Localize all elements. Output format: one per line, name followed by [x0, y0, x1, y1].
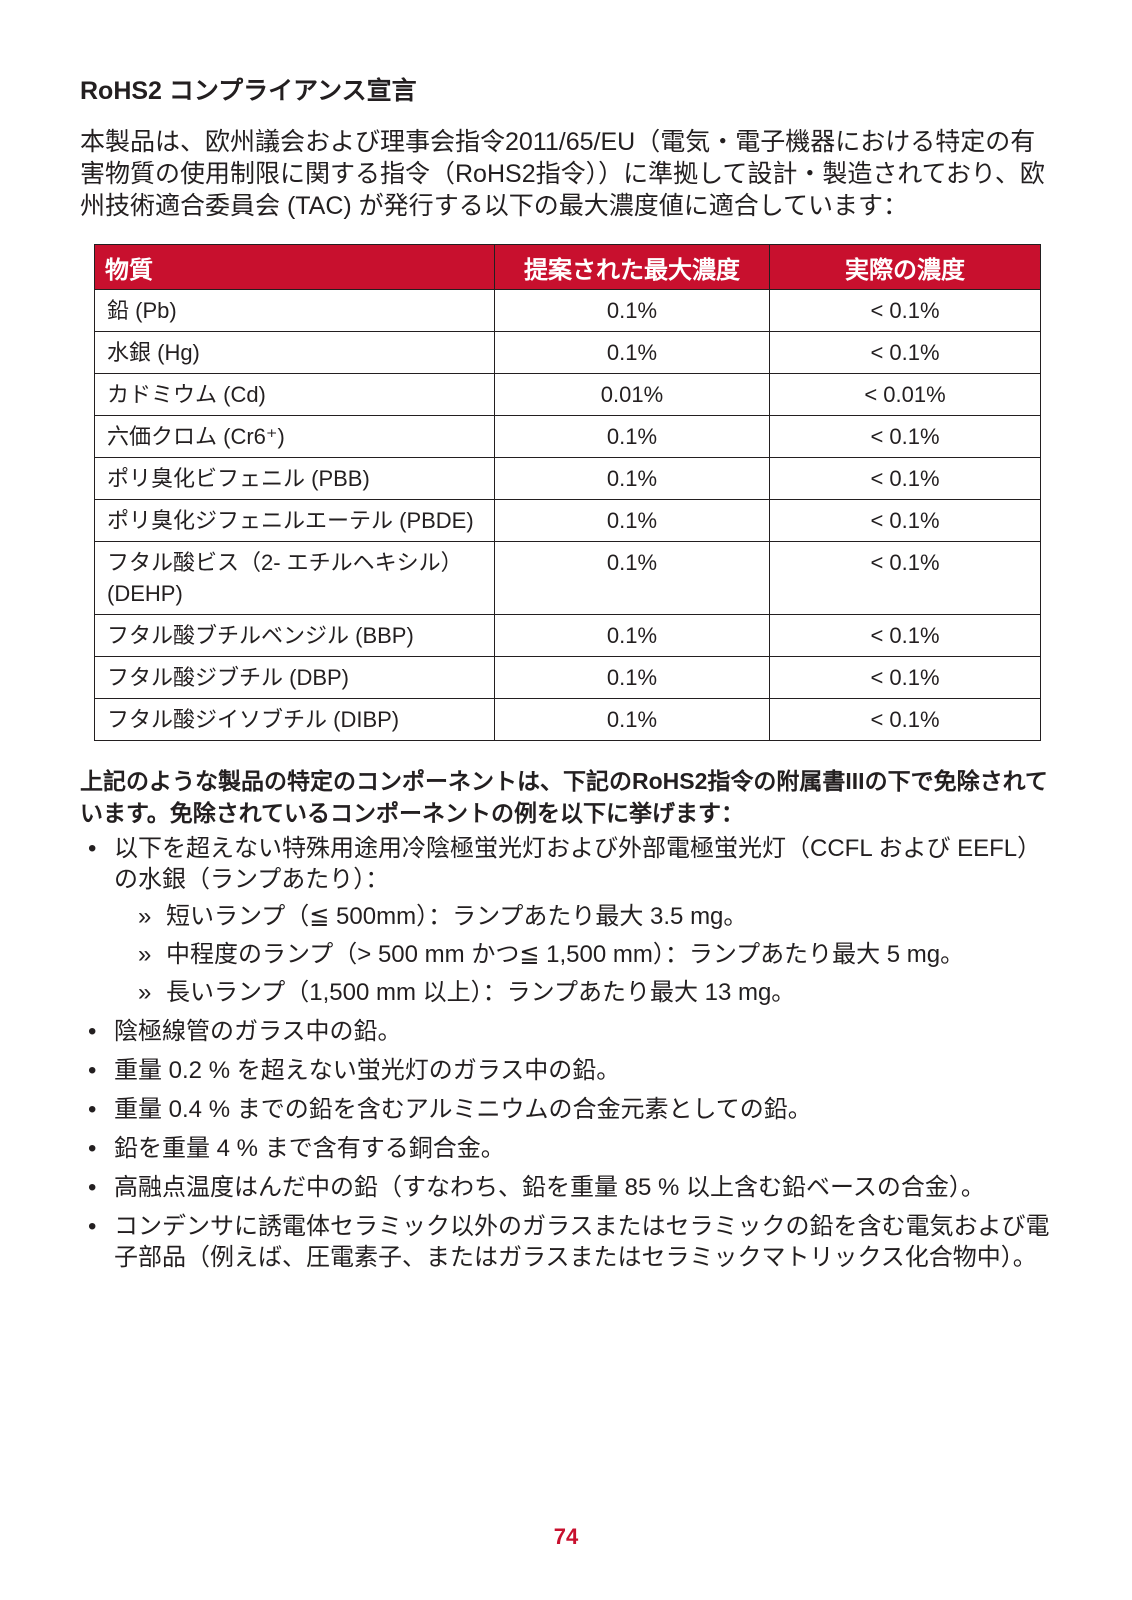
sub-list-item-text: 長いランプ（1,500 mm 以上）：ランプあたり最大 13 mg。 — [166, 979, 796, 1006]
substance-cell: フタル酸ジブチル (DBP) — [94, 656, 495, 699]
list-item: • コンデンサに誘電体セラミック以外のガラスまたはセラミックの鉛を含む電気および… — [80, 1211, 1052, 1273]
bullet-icon: • — [88, 835, 97, 862]
page-number: 74 — [553, 1524, 579, 1549]
sub-list-item-text: 短いランプ（≦ 500mm）：ランプあたり最大 3.5 mg。 — [166, 903, 748, 930]
chevron-right-icon: » — [138, 941, 152, 968]
intro-paragraph: 本製品は、欧州議会および理事会指令2011/65/EU（電気・電子機器における特… — [80, 128, 1045, 220]
list-item-text: 高融点温度はんだ中の鉛（すなわち、鉛を重量 85 % 以上含む鉛ベースの合金）。 — [114, 1174, 985, 1201]
table-row: フタル酸ビス（2- エチルヘキシル） (DEHP) 0.1% < 0.1% — [94, 541, 1041, 615]
bullet-icon: • — [88, 1018, 97, 1045]
substance-cell: 水銀 (Hg) — [94, 331, 495, 374]
actual-cell: < 0.1% — [769, 415, 1041, 458]
bullet-icon: • — [88, 1174, 97, 1201]
header-substance: 物質 — [94, 244, 495, 290]
actual-cell: < 0.1% — [769, 614, 1041, 657]
actual-cell: < 0.1% — [769, 331, 1041, 374]
header-proposed: 提案された最大濃度 — [494, 244, 770, 290]
substance-cell: カドミウム (Cd) — [94, 373, 495, 416]
actual-cell: < 0.1% — [769, 541, 1041, 615]
list-item: • 以下を超えない特殊用途用冷陰極蛍光灯および外部電極蛍光灯（CCFL および … — [80, 833, 1052, 1008]
actual-cell: < 0.1% — [769, 698, 1041, 741]
table-row: カドミウム (Cd) 0.01% < 0.01% — [94, 373, 1041, 416]
substance-cell: ポリ臭化ビフェニル (PBB) — [94, 457, 495, 500]
substance-cell: フタル酸ビス（2- エチルヘキシル） (DEHP) — [94, 541, 495, 615]
proposed-cell: 0.1% — [494, 541, 770, 615]
list-item-text: 以下を超えない特殊用途用冷陰極蛍光灯および外部電極蛍光灯（CCFL および EE… — [114, 835, 1042, 893]
actual-cell: < 0.1% — [769, 499, 1041, 542]
table-row: 水銀 (Hg) 0.1% < 0.1% — [94, 331, 1041, 374]
list-item-text: 鉛を重量 4 % まで含有する銅合金。 — [114, 1135, 505, 1162]
actual-cell: < 0.1% — [769, 656, 1041, 699]
proposed-cell: 0.1% — [494, 289, 770, 332]
list-item: • 高融点温度はんだ中の鉛（すなわち、鉛を重量 85 % 以上含む鉛ベースの合金… — [80, 1172, 1052, 1203]
list-item-text: 重量 0.4 % までの鉛を含むアルミニウムの合金元素としての鉛。 — [114, 1096, 812, 1123]
proposed-cell: 0.01% — [494, 373, 770, 416]
header-actual: 実際の濃度 — [769, 244, 1041, 290]
exemption-note: 上記のような製品の特定のコンポーネントは、下記のRoHS2指令の附属書IIIの下… — [80, 768, 1048, 826]
table-row: 六価クロム (Cr6⁺) 0.1% < 0.1% — [94, 415, 1041, 458]
substance-cell: 六価クロム (Cr6⁺) — [94, 415, 495, 458]
actual-cell: < 0.1% — [769, 289, 1041, 332]
list-item-text: 重量 0.2 % を超えない蛍光灯のガラス中の鉛。 — [114, 1057, 621, 1084]
proposed-cell: 0.1% — [494, 331, 770, 374]
table-header-row: 物質 提案された最大濃度 実際の濃度 — [94, 244, 1041, 290]
sub-list-item: » 長いランプ（1,500 mm 以上）：ランプあたり最大 13 mg。 — [114, 977, 1052, 1008]
actual-cell: < 0.01% — [769, 373, 1041, 416]
list-item: • 陰極線管のガラス中の鉛。 — [80, 1016, 1052, 1047]
chevron-right-icon: » — [138, 979, 152, 1006]
table-row: フタル酸ブチルベンジル (BBP) 0.1% < 0.1% — [94, 614, 1041, 657]
table-row: 鉛 (Pb) 0.1% < 0.1% — [94, 289, 1041, 332]
document-page: RoHS2 コンプライアンス宣言 本製品は、欧州議会および理事会指令2011/6… — [80, 74, 1052, 1281]
table-row: ポリ臭化ジフェニルエーテル (PBDE) 0.1% < 0.1% — [94, 499, 1041, 542]
proposed-cell: 0.1% — [494, 415, 770, 458]
list-item: • 鉛を重量 4 % まで含有する銅合金。 — [80, 1133, 1052, 1164]
bullet-icon: • — [88, 1096, 97, 1123]
substance-cell: ポリ臭化ジフェニルエーテル (PBDE) — [94, 499, 495, 542]
bullet-icon: • — [88, 1213, 97, 1240]
substance-cell: 鉛 (Pb) — [94, 289, 495, 332]
sub-list-item-text: 中程度のランプ（> 500 mm かつ≦ 1,500 mm）：ランプあたり最大 … — [166, 941, 965, 968]
table-row: フタル酸ジイソブチル (DIBP) 0.1% < 0.1% — [94, 698, 1041, 741]
exemption-list: • 以下を超えない特殊用途用冷陰極蛍光灯および外部電極蛍光灯（CCFL および … — [80, 833, 1052, 1273]
table-row: フタル酸ジブチル (DBP) 0.1% < 0.1% — [94, 656, 1041, 699]
proposed-cell: 0.1% — [494, 656, 770, 699]
substance-table: 物質 提案された最大濃度 実際の濃度 鉛 (Pb) 0.1% < 0.1% 水銀… — [94, 244, 1041, 741]
substance-cell: フタル酸ブチルベンジル (BBP) — [94, 614, 495, 657]
sub-list-item: » 中程度のランプ（> 500 mm かつ≦ 1,500 mm）：ランプあたり最… — [114, 939, 1052, 970]
proposed-cell: 0.1% — [494, 457, 770, 500]
list-item-text: 陰極線管のガラス中の鉛。 — [114, 1018, 402, 1045]
section-heading: RoHS2 コンプライアンス宣言 — [80, 77, 417, 105]
substance-cell: フタル酸ジイソブチル (DIBP) — [94, 698, 495, 741]
proposed-cell: 0.1% — [494, 698, 770, 741]
list-item: • 重量 0.2 % を超えない蛍光灯のガラス中の鉛。 — [80, 1055, 1052, 1086]
bullet-icon: • — [88, 1135, 97, 1162]
sub-list-item: » 短いランプ（≦ 500mm）：ランプあたり最大 3.5 mg。 — [114, 901, 1052, 932]
sub-list: » 短いランプ（≦ 500mm）：ランプあたり最大 3.5 mg。 » 中程度の… — [114, 901, 1052, 1008]
actual-cell: < 0.1% — [769, 457, 1041, 500]
chevron-right-icon: » — [138, 903, 152, 930]
proposed-cell: 0.1% — [494, 614, 770, 657]
list-item: • 重量 0.4 % までの鉛を含むアルミニウムの合金元素としての鉛。 — [80, 1094, 1052, 1125]
proposed-cell: 0.1% — [494, 499, 770, 542]
list-item-text: コンデンサに誘電体セラミック以外のガラスまたはセラミックの鉛を含む電気および電子… — [114, 1213, 1050, 1271]
bullet-icon: • — [88, 1057, 97, 1084]
table-row: ポリ臭化ビフェニル (PBB) 0.1% < 0.1% — [94, 457, 1041, 500]
